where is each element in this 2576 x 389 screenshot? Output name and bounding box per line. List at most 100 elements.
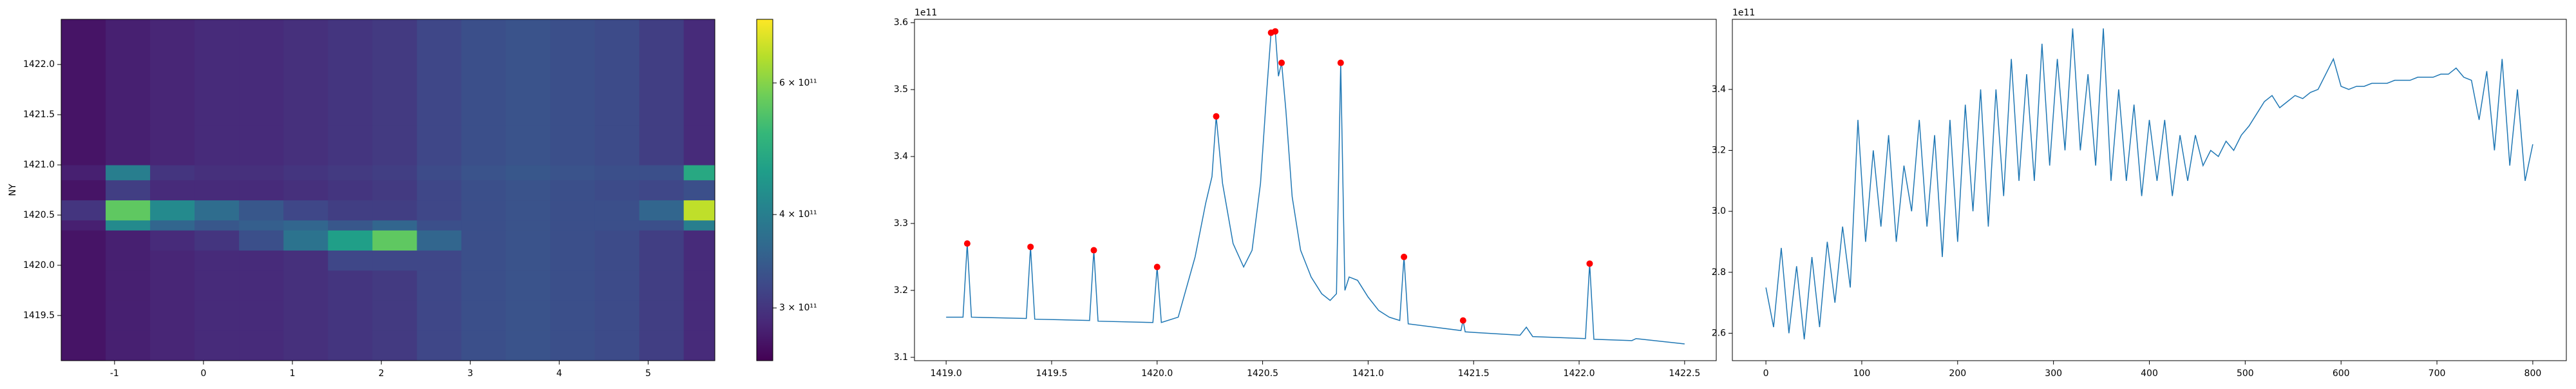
heatmap-cell [328,74,373,126]
y-tick-label: 1420.0 [23,260,55,270]
x-tick-label: 1420.5 [1247,368,1278,379]
y-axis-label: NY [8,184,18,196]
heatmap-cell [61,124,106,166]
x-tick-label: 300 [2045,368,2062,379]
heatmap-cell [683,124,715,166]
heatmap-cell [239,180,284,201]
peak-marker [1027,243,1034,251]
heatmap-cell [106,124,151,166]
heatmap-cell [550,19,596,75]
heatmap-cell [283,19,328,75]
heatmap-cell [106,330,151,361]
heatmap-cell [194,200,240,221]
heatmap-cell [639,220,685,231]
heatmap-cell [106,230,151,251]
heatmap-cell [594,300,640,331]
heatmap-cell [283,200,328,221]
heatmap-cell [417,180,462,201]
heatmap-cell [283,180,328,201]
heatmap-cell [150,165,195,180]
heatmap-cell [283,124,328,166]
heatmap-cell [61,74,106,126]
x-tick-label: 400 [2141,368,2158,379]
heatmap-cell [506,165,551,180]
heatmap-cell [372,124,417,166]
peak-marker [1090,247,1097,254]
heatmap-cell [194,124,240,166]
heatmap-cell [639,124,685,166]
heatmap-cell [61,230,106,251]
y-tick-label: 3.4 [1712,84,1726,95]
x-tick-label: 200 [1949,368,1966,379]
heatmap-cell [683,180,715,201]
heatmap-cell [194,330,240,361]
heatmap-cell [328,180,373,201]
x-tick-label: 1419.5 [1036,368,1067,379]
heatmap-cell [106,165,151,180]
heatmap-cell [683,19,715,75]
heatmap-cell [283,230,328,251]
heatmap-cell [328,300,373,331]
y-tick-label: 1422.0 [23,59,55,70]
heatmap-cell [639,270,685,301]
heatmap-cell [372,330,417,361]
heatmap-cell [194,300,240,331]
heatmap-cell [461,270,506,301]
heatmap-cell [461,330,506,361]
data-line [946,30,1685,345]
heatmap-cell [594,270,640,301]
heatmap-cell [683,330,715,361]
heatmap-cell [594,200,640,221]
heatmap-cell [506,124,551,166]
x-tick-label: 1421.0 [1352,368,1384,379]
axes-frame [61,19,715,361]
x-tick-label: 1 [290,368,296,379]
heatmap-cell [550,200,596,221]
heatmap-cell [239,250,284,271]
heatmap-cell [683,300,715,331]
heatmap-cell [372,180,417,201]
x-tick-label: 500 [2237,368,2254,379]
heatmap-cell [328,230,373,251]
heatmap-cell [328,124,373,166]
y-tick-label: 3.0 [1712,206,1726,216]
heatmap-cell [683,270,715,301]
y-tick-label: 3.2 [1712,145,1726,155]
heatmap-cell [461,180,506,201]
axes-frame [1732,19,2567,361]
heatmap-cell [372,250,417,271]
heatmap-cell [150,200,195,221]
heatmap-cell [61,300,106,331]
colorbar-tick-label: 6 × 10¹¹ [779,78,817,88]
heatmap-cell [594,19,640,75]
heatmap-cell [150,220,195,231]
heatmap-cell [372,74,417,126]
heatmap-cell [639,330,685,361]
heatmap-cell [239,300,284,331]
y-tick-label: 2.6 [1712,328,1726,338]
heatmap-cell [639,74,685,126]
heatmap-cell [106,270,151,301]
heatmap-cell [150,330,195,361]
heatmap-cell [106,220,151,231]
x-tick-label: 1419.0 [931,368,962,379]
heatmap-cell [328,330,373,361]
heatmap-cell [550,300,596,331]
heatmap-cell [106,200,151,221]
heatmap-cell [239,230,284,251]
heatmap-cell [461,220,506,231]
heatmap-cell [150,19,195,75]
y-tick-label: 3.3 [894,218,908,229]
heatmap-cell [506,270,551,301]
heatmap-cell [194,19,240,75]
heatmap-cell [283,250,328,271]
x-tick-label: 3 [468,368,473,379]
heatmap-cell [594,220,640,231]
y-tick-label: 1421.5 [23,109,55,120]
heatmap-cell [550,165,596,180]
y-tick-label: 3.6 [894,17,908,28]
heatmap-cell [417,200,462,221]
heatmap-cell [461,124,506,166]
heatmap-cell [239,74,284,126]
heatmap-cell [594,124,640,166]
